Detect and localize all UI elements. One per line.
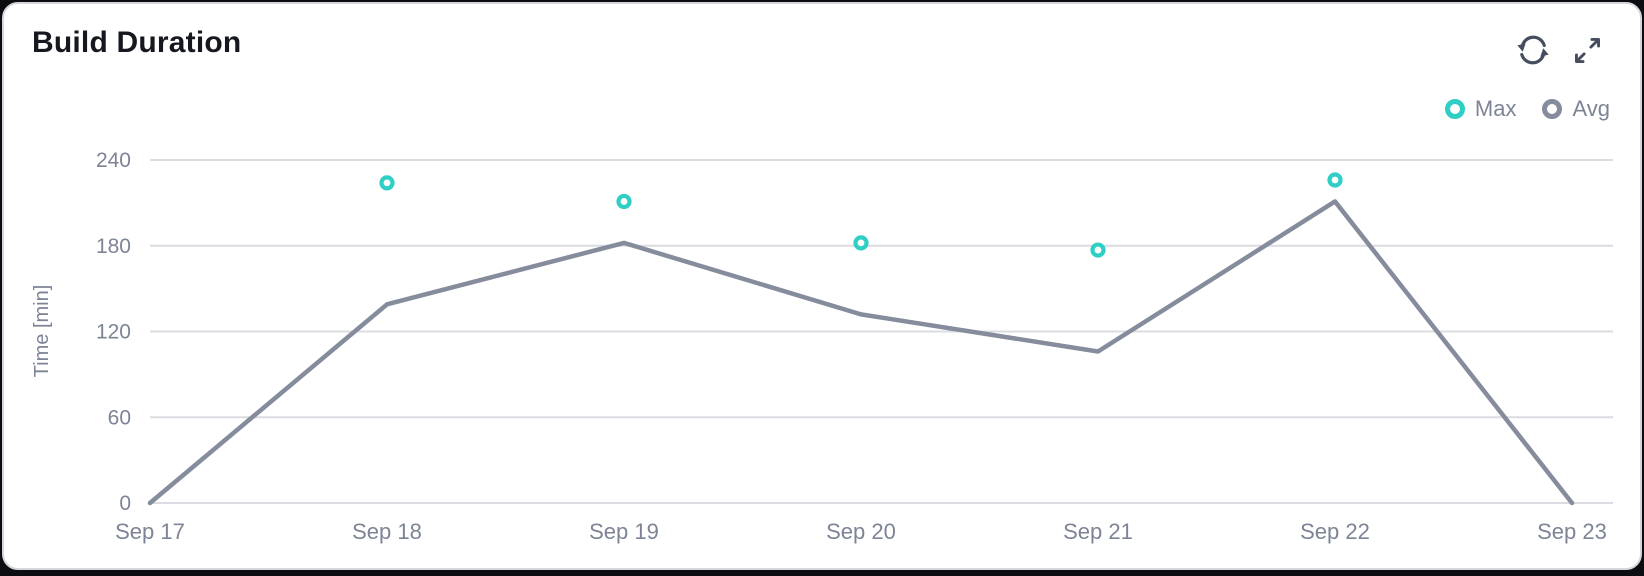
y-tick-label: 180 [96, 235, 131, 258]
expand-icon [1575, 37, 1600, 63]
avg-legend-label: Avg [1572, 96, 1610, 121]
y-tick-label: 60 [108, 406, 131, 429]
max-data-point [1327, 172, 1343, 188]
avg-legend-marker-icon [1542, 99, 1563, 119]
refresh-button[interactable] [1514, 31, 1552, 69]
card-title: Build Duration [32, 26, 242, 59]
max-legend-marker-icon [1444, 99, 1465, 119]
y-tick-label: 120 [96, 321, 131, 344]
x-tick-label: Sep 20 [826, 519, 896, 544]
x-tick-label: Sep 21 [1063, 519, 1133, 544]
legend-item-max[interactable]: Max [1444, 96, 1517, 122]
legend-item-avg[interactable]: Avg [1542, 96, 1610, 122]
avg-line-series [147, 199, 1575, 506]
chart-legend: Max Avg [1444, 96, 1610, 122]
max-data-point [616, 193, 632, 210]
max-data-point [1090, 242, 1106, 258]
max-data-point [379, 175, 395, 191]
max-data-point [853, 235, 869, 251]
refresh-icon [1517, 35, 1549, 65]
max-legend-label: Max [1474, 96, 1517, 121]
x-tick-label: Sep 17 [115, 519, 185, 544]
card-toolbar [1514, 31, 1603, 69]
x-tick-label: Sep 22 [1300, 519, 1370, 544]
expand-button[interactable] [1572, 35, 1603, 66]
y-axis-title: Time [min] [31, 285, 53, 378]
x-tick-label: Sep 19 [589, 519, 659, 544]
x-tick-label: Sep 23 [1537, 519, 1607, 544]
y-tick-label: 0 [119, 492, 131, 515]
y-tick-label: 240 [96, 149, 131, 172]
x-tick-label: Sep 18 [352, 519, 422, 544]
